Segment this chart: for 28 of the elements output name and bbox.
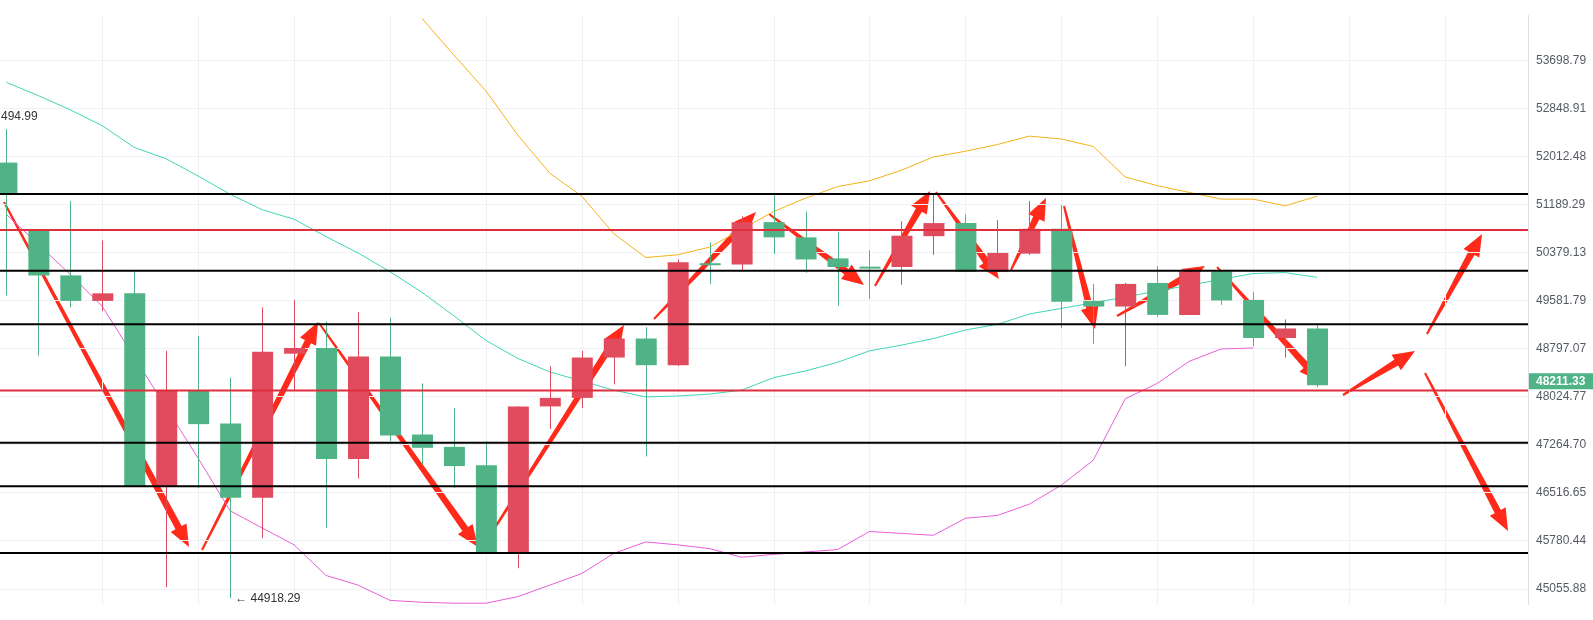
y-tick-label: 45055.88: [1536, 581, 1587, 596]
candlestick: [603, 338, 625, 385]
y-tick-label: 48797.07: [1536, 341, 1587, 356]
y-tick-label: 47264.70: [1536, 437, 1587, 452]
y-tick-label: 45780.44: [1536, 533, 1587, 548]
y-tick-label: 50379.13: [1536, 245, 1587, 260]
y-tick-label: 48024.77: [1536, 389, 1587, 404]
candlestick: [443, 407, 465, 489]
candlestick: [1083, 283, 1105, 345]
candlestick: [284, 299, 306, 391]
candlestick: [795, 211, 817, 274]
candlestick: [1275, 318, 1297, 359]
y-tick-label: 52012.48: [1536, 149, 1587, 164]
candlestick: [699, 241, 721, 285]
y-tick-label: 53698.79: [1536, 53, 1587, 68]
y-tick-label: 51189.29: [1536, 197, 1586, 212]
candlestick: [1115, 282, 1137, 367]
text: 48211.33: [1536, 373, 1586, 388]
y-tick-label: 52848.91: [1536, 101, 1587, 116]
candlestick: [92, 239, 114, 312]
candlestick: [859, 249, 881, 300]
y-tick-label: 46516.65: [1536, 485, 1587, 500]
candlestick: [827, 231, 849, 307]
annotation: 494.99: [1, 109, 39, 124]
candlestick: [539, 365, 561, 430]
y-tick-label: 49581.79: [1536, 293, 1587, 308]
candlestick: [987, 219, 1009, 273]
annotation: ← 44918.29: [235, 590, 301, 605]
